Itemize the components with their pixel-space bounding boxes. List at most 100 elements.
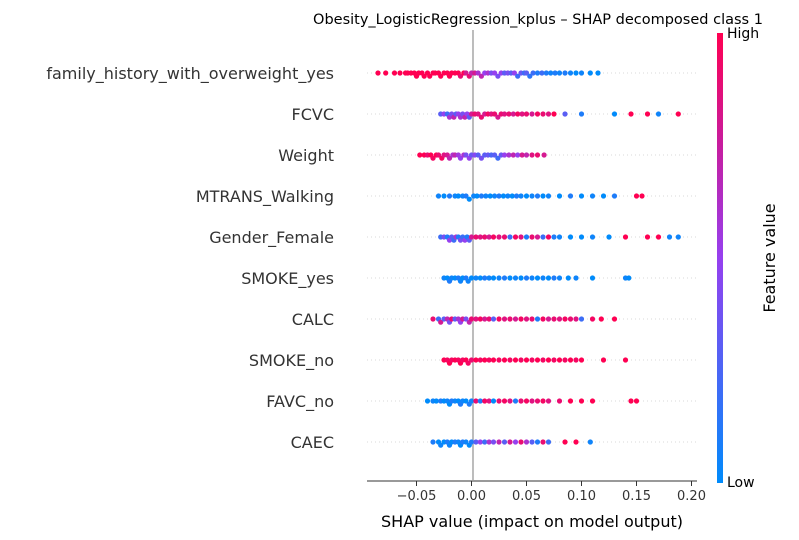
shap-point — [501, 152, 508, 158]
shap-point — [518, 398, 524, 404]
shap-point — [473, 234, 479, 240]
shap-point — [486, 357, 492, 363]
shap-point — [562, 316, 568, 322]
shap-point — [510, 111, 516, 117]
feature-label: Weight — [278, 146, 334, 165]
feature-label: Gender_Female — [209, 228, 334, 248]
shap-point — [540, 316, 546, 322]
shap-point — [475, 152, 481, 158]
shap-point — [505, 193, 511, 199]
feature-label: SMOKE_no — [249, 351, 334, 371]
shap-point — [518, 316, 524, 322]
shap-point — [518, 275, 524, 281]
shap-point — [424, 398, 431, 404]
shap-point — [556, 70, 563, 76]
shap-point — [455, 193, 461, 199]
shap-point — [639, 193, 645, 199]
shap-point — [475, 70, 481, 76]
shap-point — [430, 439, 436, 445]
shap-point — [486, 439, 492, 445]
shap-point — [512, 275, 519, 281]
shap-point — [534, 234, 541, 240]
x-tick-label: 0.20 — [677, 489, 706, 504]
shap-point — [486, 316, 492, 322]
shap-point — [457, 73, 464, 79]
shap-point — [675, 234, 681, 240]
shap-point — [383, 70, 389, 76]
shap-point — [511, 70, 517, 76]
shap-point — [523, 316, 530, 322]
shap-point — [540, 234, 546, 240]
shap-point — [487, 193, 493, 199]
shap-point — [565, 275, 571, 281]
shap-point — [541, 152, 547, 158]
shap-point — [551, 111, 557, 117]
shap-point — [534, 316, 541, 322]
shap-point — [492, 152, 498, 158]
shap-point — [435, 193, 442, 199]
shap-point — [475, 111, 481, 117]
chart-title: Obesity_LogisticRegression_kplus – SHAP … — [313, 12, 763, 28]
shap-point — [523, 152, 530, 158]
shap-point — [567, 70, 574, 76]
shap-point — [655, 111, 662, 117]
shap-point — [562, 111, 568, 117]
shap-point — [551, 357, 557, 363]
shap-point — [463, 193, 469, 199]
shap-point — [523, 193, 530, 199]
shap-point — [496, 316, 502, 322]
shap-point — [567, 193, 574, 199]
shap-point — [589, 275, 596, 281]
shap-point — [578, 316, 585, 322]
shap-point — [490, 275, 497, 281]
shap-point — [600, 193, 607, 199]
shap-point — [468, 439, 475, 445]
shap-point — [375, 70, 381, 76]
shap-point — [556, 234, 563, 240]
shap-point — [611, 193, 618, 199]
shap-point — [492, 193, 498, 199]
shap-point — [529, 357, 535, 363]
shap-point — [551, 275, 557, 281]
shap-point — [573, 70, 579, 76]
feature-label: MTRANS_Walking — [196, 187, 334, 207]
shap-point — [545, 275, 552, 281]
shap-point — [515, 152, 521, 158]
shap-point — [523, 357, 530, 363]
feature-label: CAEC — [291, 433, 334, 452]
shap-point — [539, 70, 545, 76]
shap-point — [473, 439, 479, 445]
feature-labels: family_history_with_overweight_yes FCVC We… — [46, 64, 334, 452]
shap-point — [495, 155, 501, 161]
shap-point — [496, 234, 502, 240]
shap-point — [519, 152, 525, 158]
shap-point — [507, 234, 513, 240]
shap-point — [589, 316, 596, 322]
shap-point — [501, 111, 508, 117]
shap-point — [644, 234, 651, 240]
x-tick-label: 0.15 — [622, 489, 651, 504]
shap-point — [551, 234, 557, 240]
shap-point — [496, 398, 502, 404]
shap-point — [589, 234, 596, 240]
shap-point — [478, 114, 484, 120]
shap-point — [486, 275, 492, 281]
shap-point — [430, 155, 436, 161]
x-tick-label: 0.05 — [512, 489, 541, 504]
shap-point — [468, 275, 475, 281]
shap-point — [477, 398, 483, 404]
shap-point — [545, 234, 552, 240]
shap-point — [578, 70, 585, 76]
shap-point — [600, 357, 607, 363]
shap-point — [501, 357, 508, 363]
shap-point — [523, 70, 530, 76]
shap-point — [655, 234, 662, 240]
shap-point — [482, 234, 488, 240]
shap-point — [529, 234, 535, 240]
shap-point — [486, 234, 492, 240]
shap-point — [633, 193, 640, 199]
shap-point — [534, 70, 541, 76]
shap-point — [438, 442, 444, 448]
shap-point — [545, 439, 552, 445]
shap-point — [483, 193, 489, 199]
